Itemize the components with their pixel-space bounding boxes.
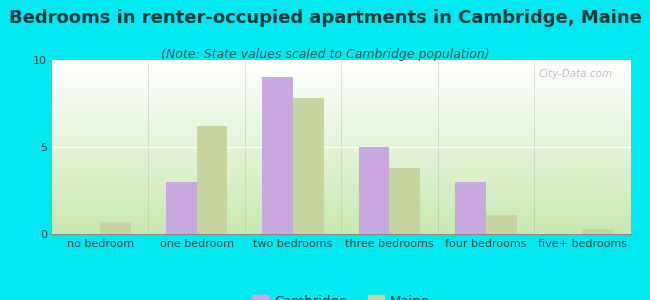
Bar — [359, 147, 389, 234]
Legend: Cambridge, Maine: Cambridge, Maine — [247, 289, 436, 300]
Bar — [293, 98, 324, 234]
Text: City-Data.com: City-Data.com — [539, 69, 613, 79]
Bar — [262, 77, 293, 234]
Bar — [196, 126, 227, 234]
Text: Bedrooms in renter-occupied apartments in Cambridge, Maine: Bedrooms in renter-occupied apartments i… — [8, 9, 642, 27]
Bar — [486, 215, 517, 234]
Bar — [582, 229, 613, 234]
Bar — [455, 182, 486, 234]
Bar — [166, 182, 196, 234]
Bar — [100, 222, 131, 234]
Bar — [389, 168, 421, 234]
Text: (Note: State values scaled to Cambridge population): (Note: State values scaled to Cambridge … — [161, 48, 489, 61]
